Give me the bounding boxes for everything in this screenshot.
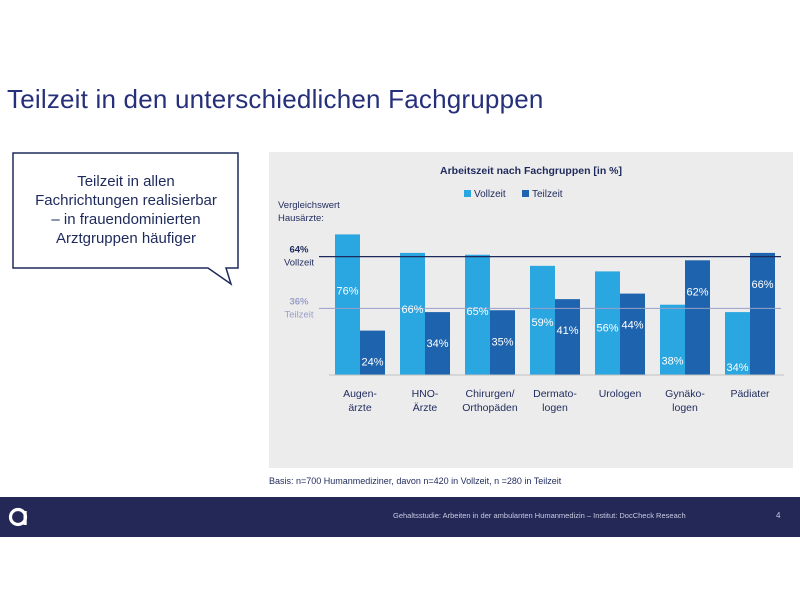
chart-footnote: Basis: n=700 Humanmediziner, davon n=420… xyxy=(269,476,562,486)
data-label: 62% xyxy=(686,286,708,298)
bar-vollzeit xyxy=(725,312,750,375)
chart-title: Arbeitszeit nach Fachgruppen [in %] xyxy=(440,165,622,177)
reference-value-vollzeit: 64% xyxy=(289,245,309,256)
bar-teilzeit xyxy=(360,330,385,375)
bar-vollzeit xyxy=(465,254,490,375)
category-label: Pädiater xyxy=(730,388,770,400)
reference-name-teilzeit: Teilzeit xyxy=(284,309,313,320)
data-label: 65% xyxy=(466,306,488,318)
category-label: Augen- xyxy=(343,388,377,400)
data-label: 44% xyxy=(621,320,643,332)
category-label: ärzte xyxy=(348,402,372,414)
category-label: Chirurgen/ xyxy=(465,388,514,400)
callout-text: Teilzeit in allen Fachrichtungen realisi… xyxy=(16,172,236,248)
bar-teilzeit xyxy=(425,312,450,375)
slide-title: Teilzeit in den unterschiedlichen Fachgr… xyxy=(7,84,544,114)
bar-teilzeit xyxy=(750,252,775,375)
category-label: HNO- xyxy=(412,388,439,400)
bar-vollzeit xyxy=(400,252,425,375)
callout-box: Teilzeit in allen Fachrichtungen realisi… xyxy=(12,152,239,286)
data-label: 35% xyxy=(491,336,513,348)
data-label: 38% xyxy=(661,356,683,368)
category-label: Ärzte xyxy=(413,402,438,414)
legend-label-vollzeit: Vollzeit xyxy=(474,189,506,200)
data-label: 59% xyxy=(531,317,553,329)
bar-vollzeit xyxy=(335,234,360,375)
bar-chart: Arbeitszeit nach Fachgruppen [in %] Vollz… xyxy=(278,165,784,414)
bar-vollzeit xyxy=(530,265,555,375)
bar-vollzeit xyxy=(595,271,620,375)
legend-label-teilzeit: Teilzeit xyxy=(532,189,563,200)
data-label: 56% xyxy=(596,322,618,334)
category-label: Dermato- xyxy=(533,388,577,400)
bar-vollzeit xyxy=(660,304,685,375)
data-label: 41% xyxy=(556,325,578,337)
category-label: Orthopäden xyxy=(462,402,518,414)
callout-line: – in frauendominierten xyxy=(51,211,201,228)
reference-heading: Hausärzte: xyxy=(278,213,324,224)
bar-teilzeit xyxy=(490,310,515,375)
category-label: logen xyxy=(672,402,698,414)
reference-name-vollzeit: Vollzeit xyxy=(284,258,314,269)
page-number: 4 xyxy=(776,511,781,520)
legend-swatch-vollzeit xyxy=(464,190,471,197)
callout-line: Fachrichtungen realisierbar xyxy=(35,192,217,209)
data-label: 66% xyxy=(751,279,773,291)
data-label: 24% xyxy=(361,357,383,369)
data-label: 34% xyxy=(726,362,748,374)
callout-line: Teilzeit in allen xyxy=(77,173,175,190)
data-label: 34% xyxy=(426,338,448,350)
reference-value-teilzeit: 36% xyxy=(289,296,309,307)
reference-heading: Vergleichswert xyxy=(278,200,340,211)
data-label: 76% xyxy=(336,285,358,297)
bar-teilzeit xyxy=(555,299,580,375)
callout-line: Arztgruppen häufiger xyxy=(55,230,197,247)
legend-swatch-teilzeit xyxy=(522,190,529,197)
footer-text: Gehaltsstudie: Arbeiten in der ambulante… xyxy=(393,511,686,520)
docchek-a-logo-icon xyxy=(8,507,28,527)
bar-teilzeit xyxy=(620,293,645,375)
callout-shape xyxy=(12,152,239,286)
bar-teilzeit xyxy=(685,260,710,375)
footer-bar: Gehaltsstudie: Arbeiten in der ambulante… xyxy=(0,497,800,537)
category-label: Urologen xyxy=(599,388,642,400)
data-label: 66% xyxy=(401,304,423,316)
category-label: logen xyxy=(542,402,568,414)
category-label: Gynäko- xyxy=(665,388,705,400)
